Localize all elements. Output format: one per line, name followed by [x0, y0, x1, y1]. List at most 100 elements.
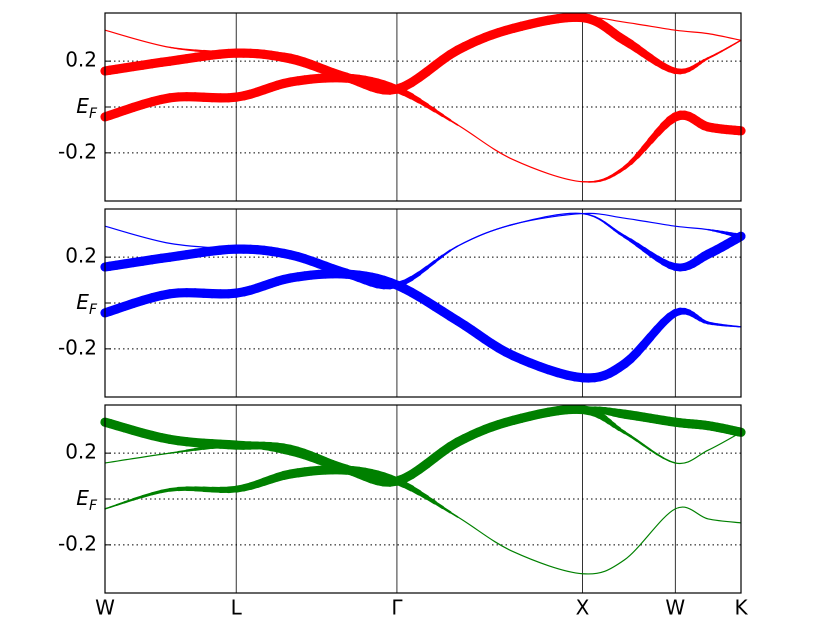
y-tick-label: -0.2 — [58, 139, 97, 163]
band-weight — [581, 166, 627, 183]
y-tick-label: -0.2 — [58, 335, 97, 359]
band-weight-piece — [141, 492, 154, 498]
band-weight-piece — [425, 64, 436, 74]
band-weight — [620, 309, 680, 369]
x-tick-label: X — [576, 596, 590, 620]
band-weight — [670, 110, 713, 132]
band-weight — [453, 23, 518, 55]
band-weight — [165, 244, 241, 262]
band-weight — [671, 249, 713, 272]
band-weight — [165, 288, 241, 299]
y-tick-label: 0.2 — [65, 440, 97, 464]
band-weight-piece — [730, 42, 736, 47]
band-weight — [393, 85, 459, 126]
band-weight-piece — [449, 49, 459, 56]
band-weight-piece — [177, 47, 188, 51]
band-weight — [231, 440, 294, 451]
band-weight — [169, 46, 238, 55]
band-weight — [104, 488, 172, 510]
band-weight-piece — [433, 108, 445, 118]
band-weight — [670, 417, 713, 431]
x-tick-label: L — [231, 596, 243, 620]
band-weight-piece — [109, 504, 118, 509]
band-weight — [165, 48, 241, 66]
band-weight — [165, 92, 241, 103]
band-weight — [703, 421, 746, 437]
band-weight — [672, 57, 710, 75]
band-weight-piece — [635, 439, 645, 447]
band-weight-piece — [662, 457, 671, 462]
band-line — [104, 469, 742, 575]
band-weight — [231, 273, 296, 298]
band-weight-piece — [669, 460, 676, 464]
band-weight — [577, 359, 630, 383]
band-weight — [100, 417, 175, 444]
y-tick-label: 0.2 — [65, 244, 97, 268]
band-weight — [623, 431, 676, 464]
band-weight — [392, 280, 463, 326]
band-weight-piece — [642, 444, 652, 452]
band-weight-piece — [410, 468, 421, 477]
band-weight-piece — [410, 76, 421, 85]
band-weight-piece — [441, 114, 452, 122]
band-weight-piece — [734, 41, 740, 45]
panel-frame — [104, 404, 742, 594]
band-weight-piece — [629, 435, 639, 442]
band-weight — [100, 56, 175, 76]
band-weight — [623, 234, 679, 271]
band-weight-piece — [725, 45, 732, 50]
band-weight-piece — [649, 449, 659, 456]
x-tick-label: W — [665, 596, 685, 620]
band-weight — [703, 122, 746, 136]
band-weight-piece — [721, 47, 728, 52]
band-weight-piece — [115, 501, 126, 506]
y-tick-label: EF — [76, 94, 98, 123]
y-tick-label: EF — [76, 290, 98, 319]
band-weight-piece — [512, 417, 523, 422]
band-weight-piece — [417, 462, 429, 471]
band-weight-piece — [169, 451, 179, 454]
band-weight — [622, 112, 680, 170]
band-weight-piece — [716, 50, 723, 55]
band-weight-piece — [169, 46, 179, 50]
band-weight-piece — [185, 48, 197, 52]
band-line — [104, 212, 742, 287]
band-weight — [344, 73, 399, 92]
band-weight-piece — [656, 453, 665, 460]
band-weight — [395, 441, 459, 483]
band-weight — [671, 307, 710, 325]
band-weight — [707, 228, 744, 239]
band-weight-piece — [433, 58, 444, 67]
band-weight-piece — [449, 119, 459, 126]
band-weight — [344, 465, 399, 484]
y-tick-label: -0.2 — [58, 531, 97, 555]
band-weight-piece — [417, 70, 429, 79]
band-weight — [512, 407, 585, 422]
band-weight — [100, 252, 175, 272]
band-weight-piece — [593, 215, 601, 221]
band-weight — [100, 289, 175, 318]
band-weight — [706, 321, 742, 328]
x-tick-label: K — [734, 596, 748, 620]
band-weight-piece — [529, 413, 541, 418]
band-weight-piece — [520, 415, 532, 420]
band-weight — [620, 409, 680, 427]
band-weight-piece — [123, 498, 135, 504]
y-tick-label: EF — [76, 486, 98, 515]
band-weight — [232, 469, 296, 493]
band-weight-piece — [104, 506, 111, 510]
band-weight-piece — [449, 511, 459, 518]
y-tick-label: 0.2 — [65, 48, 97, 72]
band-weight — [453, 316, 518, 361]
band-weight — [285, 269, 351, 283]
band-weight — [453, 415, 518, 447]
band-weight — [285, 446, 351, 474]
band-weight — [620, 36, 679, 75]
band-weight — [508, 351, 588, 383]
band-weight — [165, 434, 241, 450]
band-weight-piece — [425, 456, 436, 466]
band-weight-piece — [177, 449, 188, 453]
band-weight-piece — [588, 214, 596, 218]
band-weight — [288, 444, 349, 469]
